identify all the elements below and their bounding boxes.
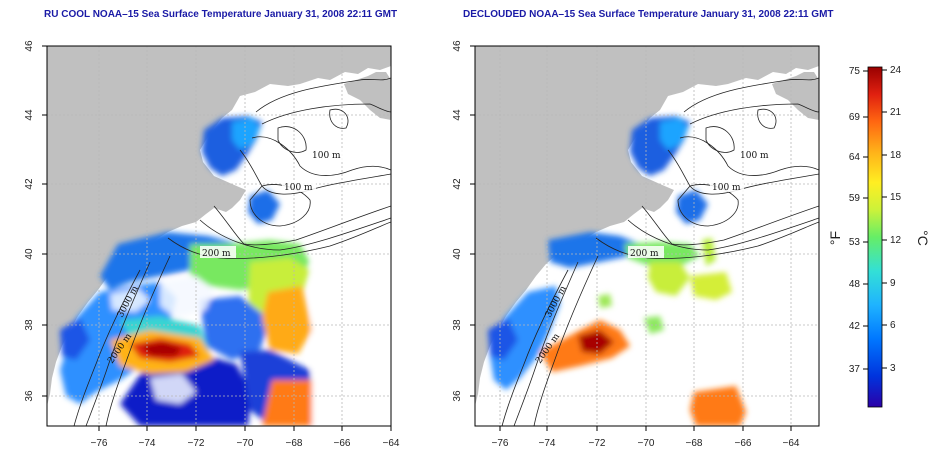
x-tick-label: −76 xyxy=(91,438,108,449)
left-map-frame xyxy=(46,45,392,427)
celsius-labels: 24 21 18 15 12 9 6 3 xyxy=(890,65,902,374)
left-x-tick-labels: −76 −74 −72 −70 −68 −66 −64 xyxy=(91,438,400,449)
lat-lon-grid xyxy=(475,46,819,426)
fahrenheit-unit-label: °F xyxy=(827,231,843,245)
fahrenheit-tick: 53 xyxy=(849,237,861,248)
x-tick-label: −64 xyxy=(383,438,400,449)
y-tick-label: 46 xyxy=(452,40,463,52)
fahrenheit-tick: 48 xyxy=(849,279,861,290)
celsius-tick: 12 xyxy=(890,235,902,246)
land-mass xyxy=(475,46,819,406)
x-tick-label: −68 xyxy=(286,438,303,449)
x-tick-label: −76 xyxy=(492,438,509,449)
celsius-tick: 18 xyxy=(890,150,902,161)
x-tick-label: −74 xyxy=(139,438,156,449)
sst-field xyxy=(488,116,746,426)
contour-label: 200 m xyxy=(630,249,659,259)
fahrenheit-tick: 75 xyxy=(849,66,861,77)
celsius-tick: 6 xyxy=(890,320,896,331)
x-tick-label: −70 xyxy=(237,438,254,449)
contour-label: 200 m xyxy=(202,249,231,259)
fahrenheit-tick: 42 xyxy=(849,321,861,332)
celsius-tick: 9 xyxy=(890,278,896,289)
right-map-frame xyxy=(474,45,820,427)
y-tick-label: 42 xyxy=(452,178,463,190)
land-mass xyxy=(47,46,391,406)
celsius-tick: 15 xyxy=(890,192,902,203)
x-tick-label: −68 xyxy=(686,438,703,449)
contour-label: 100 m xyxy=(312,151,341,161)
contour-label: 100 m xyxy=(284,183,313,193)
y-tick-label: 46 xyxy=(24,40,35,52)
celsius-tick: 21 xyxy=(890,107,902,118)
colorbar-ticks xyxy=(863,69,887,370)
right-axis-ticks xyxy=(470,45,792,431)
y-tick-label: 40 xyxy=(24,248,35,260)
left-y-tick-labels: 36 38 40 42 44 46 xyxy=(24,40,35,402)
y-tick-label: 36 xyxy=(452,390,463,402)
y-tick-label: 40 xyxy=(452,248,463,260)
celsius-unit-label: °C xyxy=(915,230,931,246)
contour-label: 100 m xyxy=(740,151,769,161)
x-tick-label: −66 xyxy=(334,438,351,449)
right-map-panel: 100 m 100 m 200 m 3000 m 2000 m −76 −74 … xyxy=(452,40,820,449)
right-y-tick-labels: 36 38 40 42 44 46 xyxy=(452,40,463,402)
left-axis-ticks xyxy=(42,45,392,431)
left-panel-title: RU COOL NOAA–15 Sea Surface Temperature … xyxy=(44,9,398,20)
fahrenheit-tick: 69 xyxy=(849,112,861,123)
left-map-panel: 100 m 100 m 200 m 3000 m 2000 m −76 −74 … xyxy=(24,40,400,449)
colorbar-gradient xyxy=(867,66,883,408)
bathymetry-contours xyxy=(501,77,819,426)
fahrenheit-tick: 37 xyxy=(849,364,861,375)
right-panel-title: DECLOUDED NOAA–15 Sea Surface Temperatur… xyxy=(463,9,834,20)
celsius-tick: 3 xyxy=(890,363,896,374)
y-tick-label: 44 xyxy=(24,109,35,121)
y-tick-label: 38 xyxy=(24,319,35,331)
x-tick-label: −72 xyxy=(188,438,205,449)
x-tick-label: −64 xyxy=(783,438,800,449)
y-tick-label: 38 xyxy=(452,319,463,331)
temperature-colorbar: 75 69 64 59 53 48 42 37 24 21 18 15 12 9… xyxy=(827,65,931,408)
y-tick-label: 44 xyxy=(452,109,463,121)
x-tick-label: −66 xyxy=(735,438,752,449)
celsius-tick: 24 xyxy=(890,65,902,76)
x-tick-label: −70 xyxy=(638,438,655,449)
contour-label: 100 m xyxy=(712,183,741,193)
x-tick-label: −72 xyxy=(589,438,606,449)
right-x-tick-labels: −76 −74 −72 −70 −68 −66 −64 xyxy=(492,438,800,449)
x-tick-label: −74 xyxy=(539,438,556,449)
fahrenheit-tick: 59 xyxy=(849,193,861,204)
fahrenheit-tick: 64 xyxy=(849,152,861,163)
fahrenheit-labels: 75 69 64 59 53 48 42 37 xyxy=(849,66,861,375)
y-tick-label: 42 xyxy=(24,178,35,190)
y-tick-label: 36 xyxy=(24,390,35,402)
